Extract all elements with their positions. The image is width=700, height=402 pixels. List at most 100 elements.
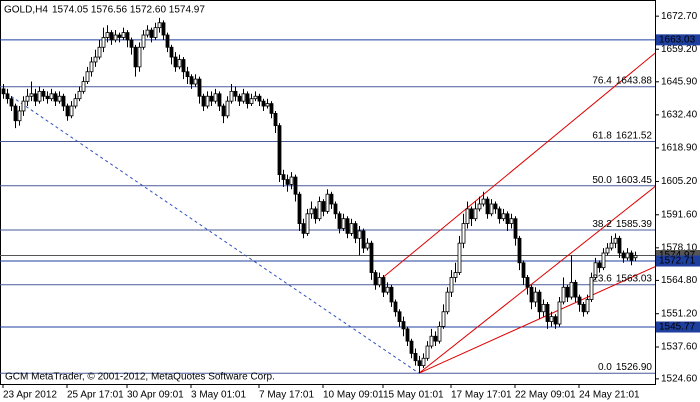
candle-body xyxy=(421,357,426,367)
candle-body xyxy=(97,46,102,58)
y-tick-label: 1551.20 xyxy=(661,308,698,319)
fibo-price: 1526.90 xyxy=(616,362,653,373)
candle-body xyxy=(157,22,162,29)
candle-body xyxy=(521,262,526,278)
candle-body xyxy=(417,360,422,367)
y-tick-label: 1524.60 xyxy=(661,373,698,384)
fibo-level: 0.0 xyxy=(598,362,612,373)
fibo-level: 50.0 xyxy=(592,174,612,185)
candle-body xyxy=(445,291,450,313)
candle-body xyxy=(589,277,594,300)
fibo-level: 23.6 xyxy=(592,273,612,284)
x-tick-label: 3 May 01:01 xyxy=(191,390,246,401)
x-tick-label: 15 May 01:01 xyxy=(383,390,444,401)
candle-body xyxy=(233,90,238,97)
price-tag-label: 1545.77 xyxy=(659,322,696,333)
candle-body xyxy=(593,262,598,278)
candle-body xyxy=(633,255,638,259)
candle-body xyxy=(501,213,506,220)
candle-body xyxy=(329,193,334,205)
fibo-price: 1621.52 xyxy=(616,130,653,141)
price-tag xyxy=(656,250,700,262)
candle-body xyxy=(25,95,30,102)
footer: GCM MetaTrader, © 2001-2012, MetaQuotes … xyxy=(5,372,275,383)
candle-body xyxy=(225,100,230,117)
candle-body xyxy=(465,208,470,224)
candle-body xyxy=(333,203,338,215)
candle-body xyxy=(437,326,442,342)
candle-body xyxy=(109,32,114,41)
candle-body xyxy=(209,95,214,102)
fibo-level: 38.2 xyxy=(592,219,612,230)
candle-body xyxy=(17,110,22,122)
y-tick-label: 1672.70 xyxy=(661,11,698,22)
candle-body xyxy=(597,262,602,269)
candle-body xyxy=(265,103,270,107)
candle-body xyxy=(513,218,518,239)
candle-body xyxy=(125,32,130,41)
candle-body xyxy=(201,95,206,107)
candle-body xyxy=(57,95,62,102)
candle-body xyxy=(85,71,90,82)
candle-body xyxy=(277,125,282,176)
candle-body xyxy=(309,208,314,215)
candle-body xyxy=(293,176,298,195)
trendline xyxy=(418,186,656,374)
candle-body xyxy=(37,90,42,102)
candle-body xyxy=(469,208,474,220)
candle-body xyxy=(361,230,366,249)
candle-body xyxy=(341,218,346,229)
candle-body xyxy=(405,328,410,342)
candle-body xyxy=(5,93,10,100)
x-tick-label: 7 May 17:01 xyxy=(259,390,314,401)
candle-body xyxy=(429,335,434,347)
candle-body xyxy=(173,56,178,68)
chart-subtitle: 1574.05 1576.56 1572.60 1574.97 xyxy=(52,5,205,16)
candle-body xyxy=(205,95,210,107)
candle-body xyxy=(77,90,82,100)
candle-body xyxy=(93,56,98,63)
candle-body xyxy=(273,112,278,127)
candle-body xyxy=(381,277,386,293)
candle-body xyxy=(69,105,74,117)
candle-body xyxy=(149,29,154,38)
candle-body xyxy=(617,237,622,254)
x-tick-label: 22 May 09:01 xyxy=(515,390,576,401)
price-tag-label: 1572.71 xyxy=(659,256,696,267)
fibo-price: 1585.39 xyxy=(616,219,653,230)
chart-title: GOLD,H4 xyxy=(4,5,48,16)
fibo-price: 1603.45 xyxy=(616,174,653,185)
candle-body xyxy=(73,98,78,107)
candle-body xyxy=(13,105,18,122)
candle-body xyxy=(161,22,166,36)
candle-body xyxy=(41,90,46,97)
candle-body xyxy=(213,93,218,102)
candle-body xyxy=(181,59,186,73)
candle-body xyxy=(29,93,34,97)
candle-body xyxy=(493,203,498,210)
candle-body xyxy=(297,193,302,224)
candle-body xyxy=(489,203,494,215)
candle-body xyxy=(629,252,634,261)
candle-body xyxy=(413,352,418,362)
fibo-level: 61.8 xyxy=(592,130,612,141)
candle-body xyxy=(557,301,562,325)
candle-body xyxy=(397,311,402,322)
x-tick-label: 17 May 17:01 xyxy=(451,390,512,401)
candle-body xyxy=(609,242,614,249)
candle-body xyxy=(601,252,606,269)
candle-body xyxy=(89,61,94,73)
candle-body xyxy=(165,34,170,48)
candle-body xyxy=(249,98,254,104)
fibo-price: 1563.03 xyxy=(616,273,653,284)
candle-body xyxy=(257,95,262,102)
candle-body xyxy=(221,105,226,117)
candle-body xyxy=(241,93,246,102)
candle-body xyxy=(193,78,198,85)
candle-body xyxy=(81,81,86,92)
candle-body xyxy=(477,203,482,210)
candle-body xyxy=(569,281,574,298)
candle-body xyxy=(113,34,118,41)
candle-body xyxy=(1,88,6,95)
